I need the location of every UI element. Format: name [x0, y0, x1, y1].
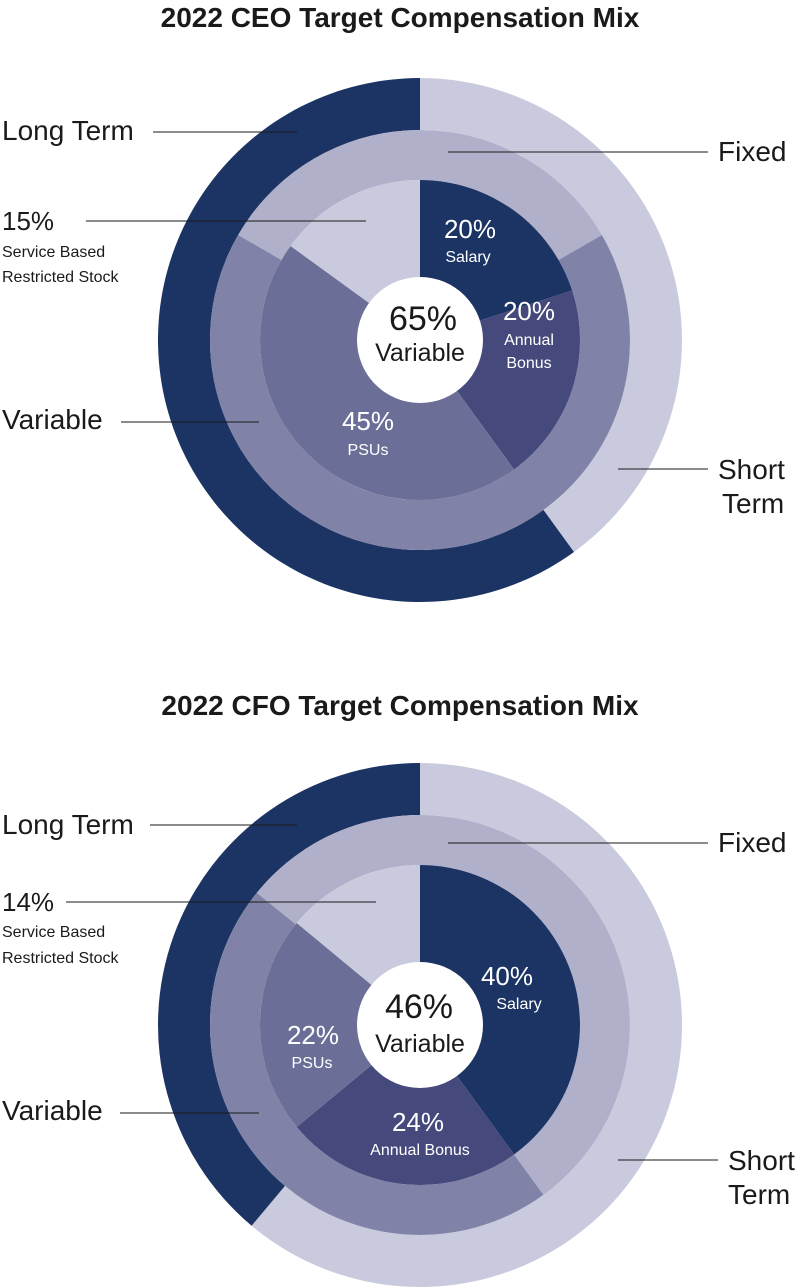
cfo-long-term-label: Long Term — [2, 809, 134, 840]
ceo-outer-ring — [158, 78, 682, 602]
ceo-bonus-label-line2: Bonus — [506, 355, 551, 372]
cfo-variable-label: Variable — [2, 1095, 103, 1126]
ceo-long-term-label: Long Term — [2, 115, 134, 146]
cfo-outer-ring — [158, 763, 683, 1288]
ceo-short-term-label-line1: Short — [718, 454, 785, 485]
cfo-sbrs-value-label: 14% — [2, 887, 54, 917]
cfo-outer-short-term-segment — [251, 763, 683, 1288]
ceo-center-text: Variable — [375, 339, 465, 367]
ceo-sbrs-label-line1: Service Based — [2, 244, 105, 261]
cfo-middle-fixed-segment — [256, 815, 631, 1195]
ceo-outer-short-term-segment — [420, 78, 682, 552]
ceo-middle-ring — [210, 129, 630, 550]
ceo-variable-label: Variable — [2, 404, 103, 435]
ceo-chart-title: 2022 CEO Target Compensation Mix — [160, 2, 640, 33]
cfo-salary-value-label: 40% — [481, 961, 533, 991]
ceo-outer-long-term-segment — [158, 78, 574, 602]
ceo-psu-value-label: 45% — [342, 406, 394, 436]
ceo-fixed-label: Fixed — [718, 136, 786, 167]
cfo-psu-value-label: 22% — [287, 1020, 339, 1050]
ceo-salary-value-label: 20% — [444, 214, 496, 244]
cfo-slice-annual-bonus — [296, 1025, 515, 1185]
cfo-bonus-label: Annual Bonus — [370, 1142, 470, 1159]
ceo-chart: 65% Variable 20% Salary 20% Annual Bonus… — [2, 78, 786, 602]
ceo-bonus-label-line1: Annual — [504, 332, 554, 349]
ceo-psu-label: PSUs — [348, 442, 389, 459]
ceo-bonus-value-label: 20% — [503, 296, 555, 326]
cfo-fixed-label: Fixed — [718, 827, 786, 858]
cfo-chart: 46% Variable 40% Salary 24% Annual Bonus… — [2, 763, 795, 1288]
ceo-sbrs-label-line2: Restricted Stock — [2, 269, 119, 286]
cfo-short-term-label-line2: Term — [728, 1179, 790, 1210]
cfo-middle-ring — [210, 815, 631, 1235]
ceo-center-value: 65% — [389, 300, 457, 338]
ceo-salary-label: Salary — [445, 249, 490, 266]
cfo-salary-label: Salary — [496, 996, 541, 1013]
cfo-slice-salary — [420, 865, 581, 1155]
ceo-short-term-label-line2: Term — [722, 488, 784, 519]
cfo-sbrs-label-line1: Service Based — [2, 924, 105, 941]
ceo-sbrs-value-label: 15% — [2, 206, 54, 236]
cfo-sbrs-label-line2: Restricted Stock — [2, 950, 119, 967]
ceo-middle-fixed-segment — [238, 129, 602, 260]
cfo-short-term-label-line1: Short — [728, 1145, 795, 1176]
cfo-middle-variable-segment — [210, 892, 544, 1235]
cfo-bonus-value-label: 24% — [392, 1107, 444, 1137]
cfo-psu-label: PSUs — [292, 1055, 333, 1072]
cfo-center-circle — [357, 962, 483, 1088]
ceo-center-circle — [357, 277, 483, 403]
cfo-slice-psus — [260, 923, 420, 1127]
cfo-center-value: 46% — [385, 988, 453, 1026]
cfo-center-text: Variable — [375, 1030, 465, 1058]
cfo-chart-title: 2022 CFO Target Compensation Mix — [161, 690, 639, 721]
ceo-middle-variable-segment — [210, 235, 630, 550]
cfo-outer-long-term-segment — [158, 763, 421, 1226]
